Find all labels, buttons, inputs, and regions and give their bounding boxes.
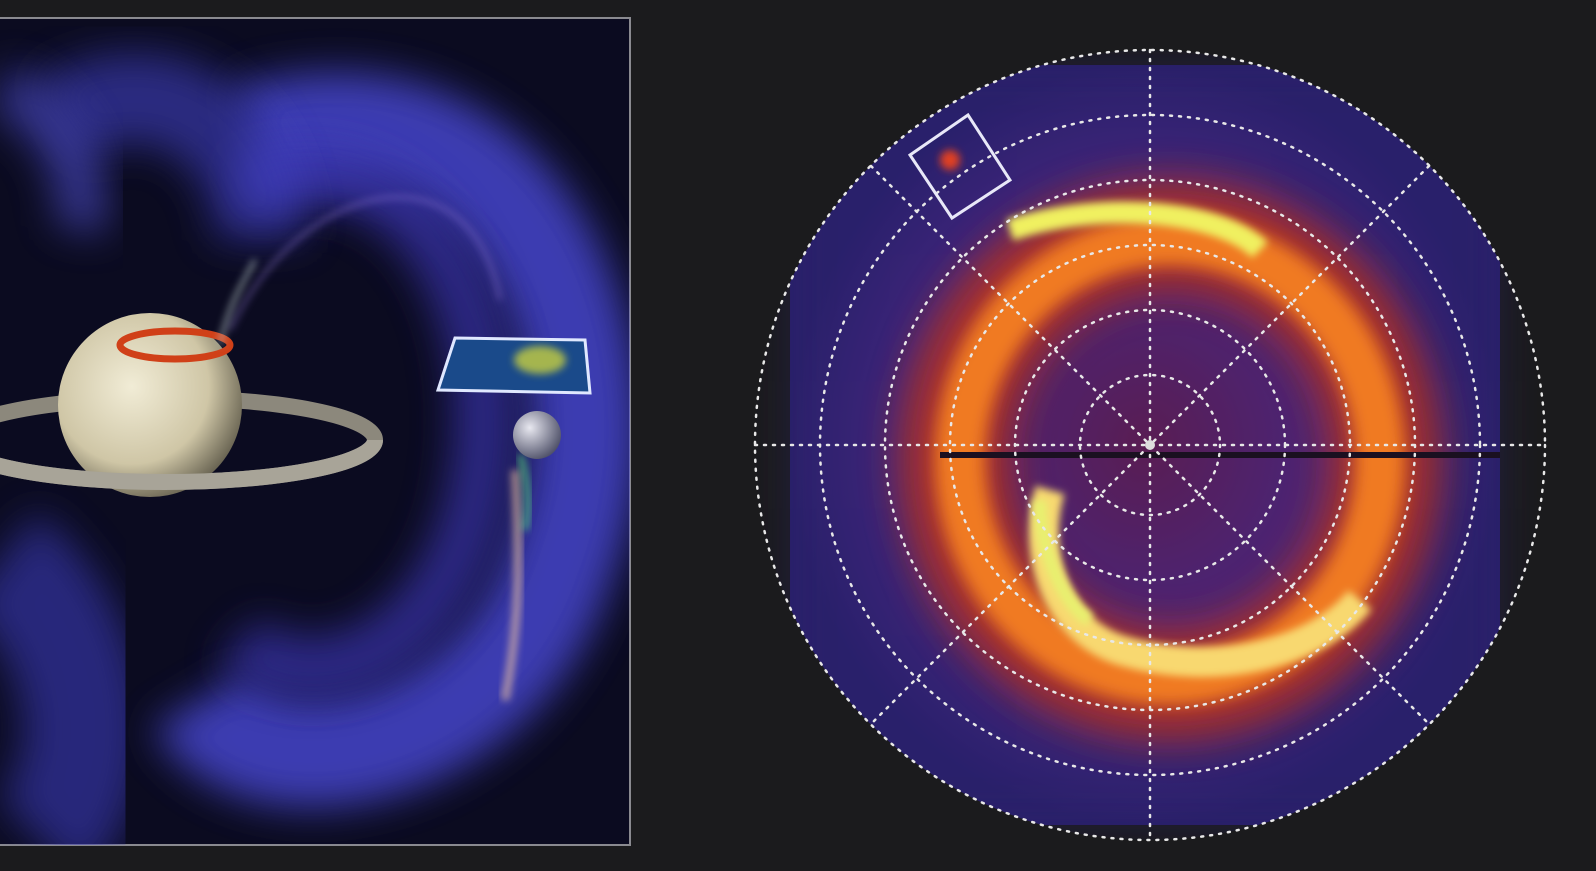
magnetosphere-illustration (0, 17, 631, 846)
aurora-polar-map (753, 48, 1547, 842)
